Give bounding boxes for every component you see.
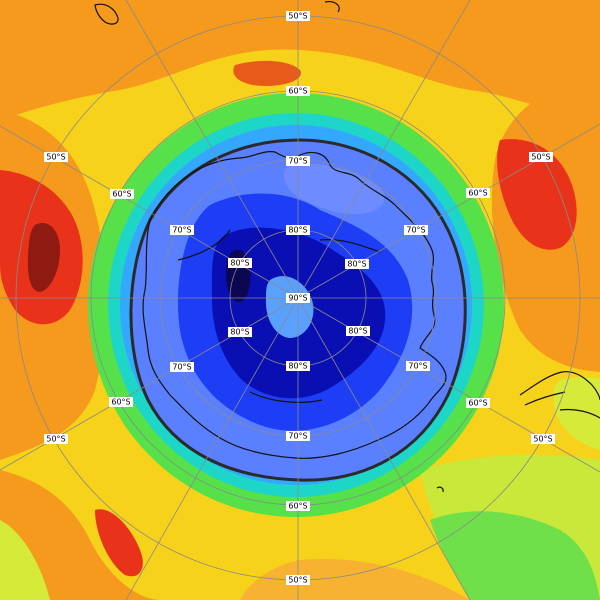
lat-label-text: 70°S bbox=[288, 157, 307, 166]
lat-label: 50°S bbox=[286, 575, 310, 585]
lat-label-text: 80°S bbox=[348, 327, 367, 336]
lat-label-text: 60°S bbox=[112, 190, 131, 199]
meridian-330 bbox=[125, 0, 299, 299]
lat-label: 70°S bbox=[286, 431, 310, 441]
orange-zone-south bbox=[0, 470, 160, 600]
lat-label-text: 80°S bbox=[230, 328, 249, 337]
lat-label-text: 60°S bbox=[288, 502, 307, 511]
island-north bbox=[94, 3, 119, 25]
meridian-150 bbox=[297, 297, 471, 600]
lat-label: 50°S bbox=[286, 11, 310, 21]
lat-label: 80°S bbox=[345, 259, 369, 269]
lat-label: 70°S bbox=[406, 361, 430, 371]
island-northeast bbox=[324, 1, 340, 13]
coastlines bbox=[94, 1, 600, 493]
red-zone-east bbox=[497, 139, 577, 250]
dark-red-core-west bbox=[27, 222, 60, 292]
lat-label-text: 60°S bbox=[468, 399, 487, 408]
lat-label: 60°S bbox=[286, 86, 310, 96]
lat-label: 50°S bbox=[44, 434, 68, 444]
antarctica-coastline bbox=[142, 151, 447, 459]
lat-label: 60°S bbox=[286, 501, 310, 511]
meridian-30 bbox=[297, 0, 471, 299]
lat-label-text: 80°S bbox=[347, 260, 366, 269]
south-america-tip bbox=[519, 371, 600, 419]
lat-label-text: 70°S bbox=[406, 226, 425, 235]
lat-label: 70°S bbox=[170, 225, 194, 235]
lat-label: 80°S bbox=[286, 225, 310, 235]
lat-label-text: 50°S bbox=[288, 12, 307, 21]
lat-label: 50°S bbox=[44, 152, 68, 162]
lat-label: 80°S bbox=[228, 258, 252, 268]
yellow-green-zone-east bbox=[553, 377, 600, 450]
latitude-labels: 50°S 60°S 70°S 80°S 90°S 80°S 70°S 60°S bbox=[44, 11, 555, 585]
lat-label-text: 50°S bbox=[531, 153, 550, 162]
ice-shelf-edge bbox=[177, 229, 381, 403]
lat-label: 60°S bbox=[466, 398, 490, 408]
pale-blue-cap bbox=[283, 163, 385, 215]
lat-label: 80°S bbox=[346, 326, 370, 336]
lat-label: 80°S bbox=[228, 327, 252, 337]
red-zone-north bbox=[233, 60, 301, 86]
lat-label: 50°S bbox=[531, 434, 555, 444]
lat-label: 50°S bbox=[529, 152, 553, 162]
yellow-green-zone-southwest bbox=[0, 520, 50, 600]
lat-label-text: 80°S bbox=[288, 226, 307, 235]
lat-label-text: 90°S bbox=[288, 294, 307, 303]
orange-zone-southeast bbox=[240, 559, 470, 600]
lat-label-text: 80°S bbox=[288, 362, 307, 371]
lat-label-text: 70°S bbox=[172, 226, 191, 235]
island-southeast bbox=[436, 486, 444, 493]
lat-label: 60°S bbox=[109, 397, 133, 407]
lat-label-text: 60°S bbox=[111, 398, 130, 407]
lat-label-text: 70°S bbox=[172, 363, 191, 372]
lat-label: 70°S bbox=[286, 156, 310, 166]
lat-label-text: 70°S bbox=[288, 432, 307, 441]
lat-label: 60°S bbox=[110, 189, 134, 199]
lat-label: 60°S bbox=[466, 188, 490, 198]
lat-label-text: 50°S bbox=[46, 435, 65, 444]
lat-label: 80°S bbox=[286, 361, 310, 371]
lat-label-text: 80°S bbox=[230, 259, 249, 268]
orange-zone-north bbox=[0, 0, 600, 120]
green-zone-southeast bbox=[430, 511, 600, 600]
lat-label-text: 50°S bbox=[46, 153, 65, 162]
lat-label: 70°S bbox=[170, 362, 194, 372]
lat-label-text: 60°S bbox=[468, 189, 487, 198]
lat-label-text: 50°S bbox=[533, 435, 552, 444]
lat-label: 70°S bbox=[404, 225, 428, 235]
red-zone-southwest bbox=[95, 509, 143, 577]
lat-label-text: 60°S bbox=[288, 87, 307, 96]
lat-label-text: 70°S bbox=[408, 362, 427, 371]
meridian-210 bbox=[125, 297, 299, 600]
lat-label-text: 50°S bbox=[288, 576, 307, 585]
lat-label: 90°S bbox=[286, 293, 310, 303]
